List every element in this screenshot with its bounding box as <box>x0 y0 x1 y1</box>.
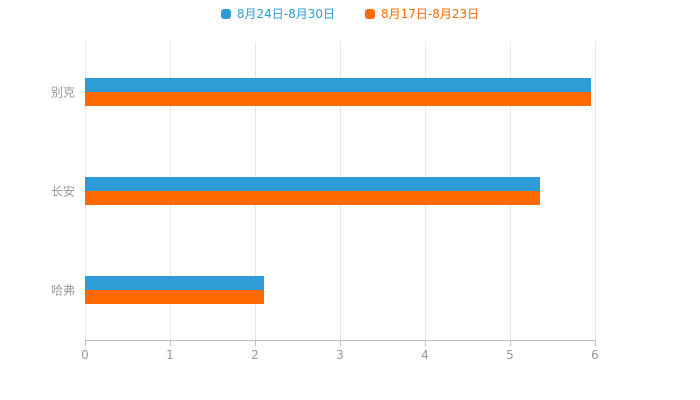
legend-marker-icon <box>365 9 375 19</box>
legend-item-1[interactable]: 8月17日-8月23日 <box>365 8 479 20</box>
x-axis-tick-label: 3 <box>336 348 344 362</box>
x-axis-tick-label: 6 <box>591 348 599 362</box>
bar-series-1-category-1 <box>85 191 540 205</box>
axis-tick <box>425 340 426 346</box>
bar-series-1-category-2 <box>85 290 264 305</box>
bar-series-0-category-1 <box>85 177 540 191</box>
y-axis-category-label-2: 哈弗 <box>50 283 75 298</box>
bar-series-0-category-2 <box>85 276 264 291</box>
gridline-x-6 <box>595 42 596 340</box>
x-axis-tick-label: 1 <box>166 348 174 362</box>
chart-legend: 8月24日-8月30日 8月17日-8月23日 <box>0 8 700 20</box>
x-axis-tick-label: 4 <box>421 348 429 362</box>
axis-tick <box>85 340 86 346</box>
x-axis-tick-label: 0 <box>81 348 89 362</box>
x-axis-tick-label: 2 <box>251 348 259 362</box>
legend-label: 8月17日-8月23日 <box>381 7 480 21</box>
legend-label: 8月24日-8月30日 <box>236 7 335 21</box>
bar-series-0-category-0 <box>85 77 591 92</box>
axis-tick <box>340 340 341 346</box>
y-axis-category-label-0: 别克 <box>50 85 75 100</box>
y-axis-category-label-1: 长安 <box>50 184 75 199</box>
axis-tick <box>170 340 171 346</box>
axis-tick <box>595 340 596 346</box>
x-axis-tick-label: 5 <box>506 348 514 362</box>
axis-tick <box>510 340 511 346</box>
legend-item-0[interactable]: 8月24日-8月30日 <box>220 7 335 21</box>
plot-area: 0 1 2 3 4 5 6 别克长安哈弗 <box>51 42 599 362</box>
legend-marker-icon <box>220 9 231 19</box>
bar-series-1-category-0 <box>85 91 591 106</box>
axis-tick <box>255 340 256 346</box>
